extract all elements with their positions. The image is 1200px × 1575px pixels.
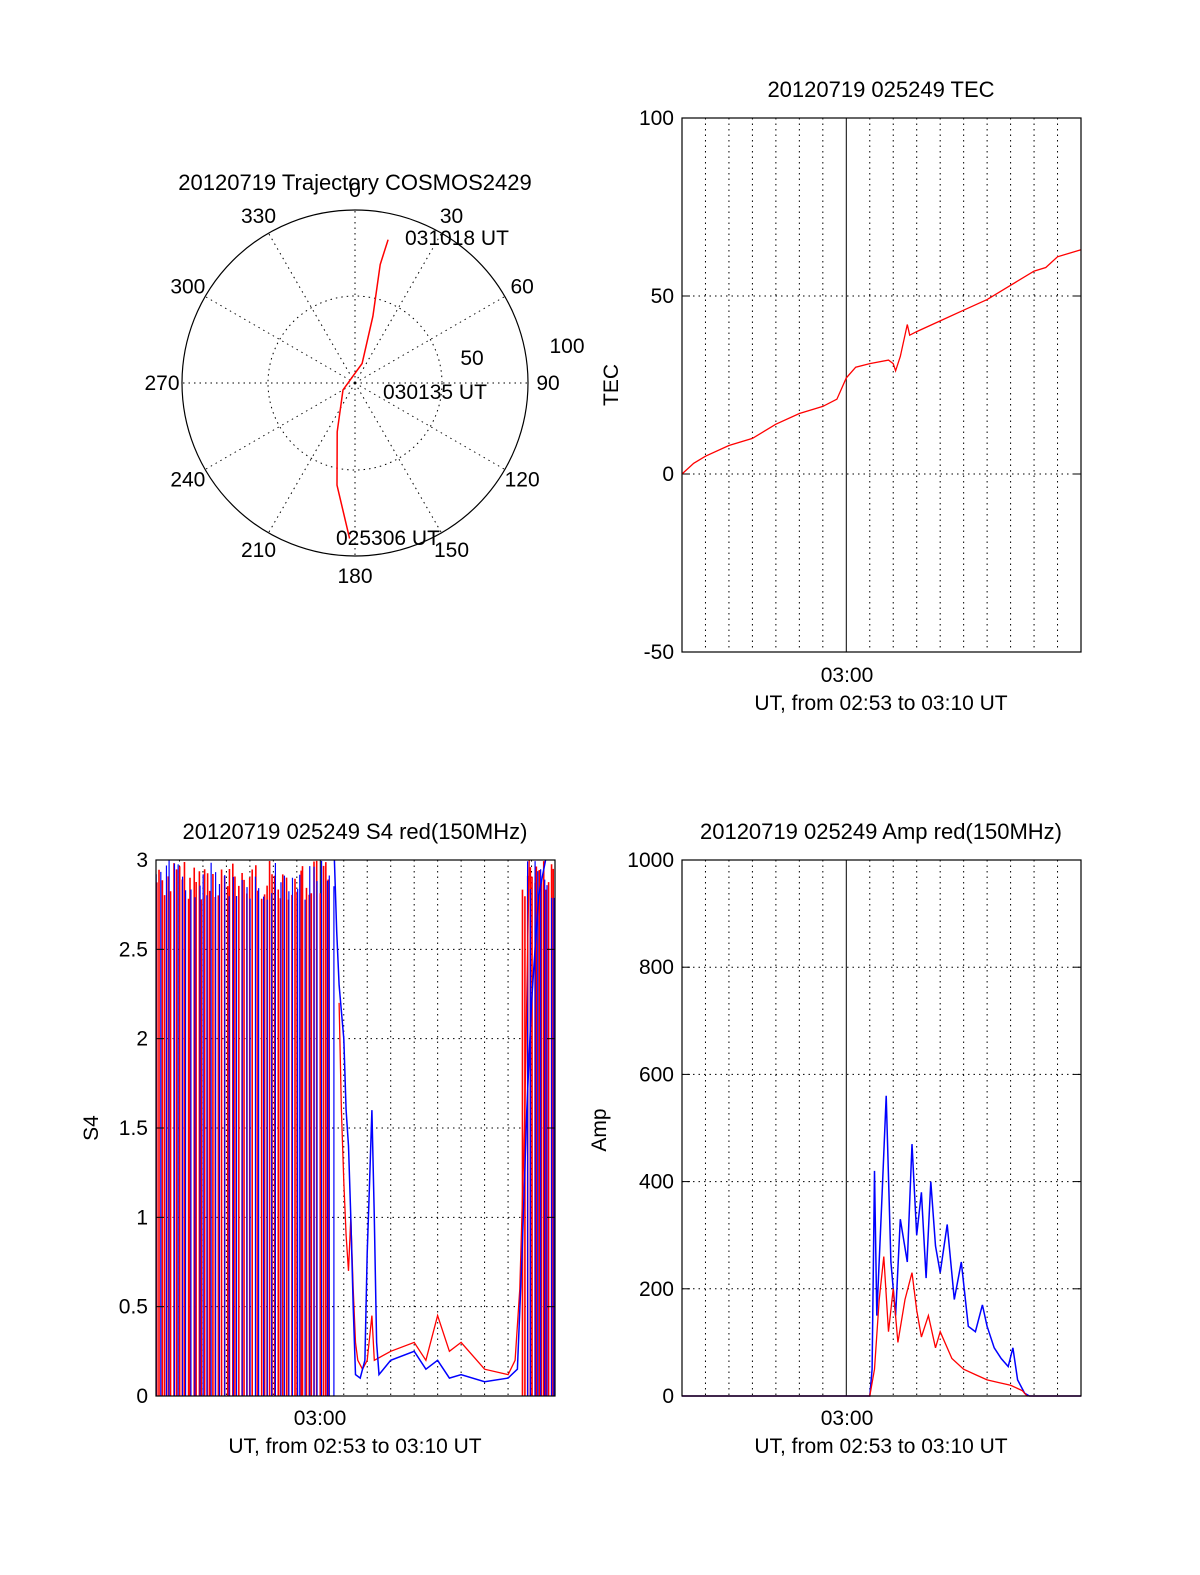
- amp-series-red: [682, 1256, 1081, 1397]
- s4-y-axis-label: S4: [80, 1115, 103, 1141]
- polar-annotation-start: 025306 UT: [336, 527, 440, 550]
- s4-series-red: [338, 859, 530, 1376]
- polar-inner-circle: [267, 295, 443, 471]
- amp-y-ticks: 0 200 400 600 800 1000: [627, 849, 1081, 1408]
- tec-y-tick-label: 50: [651, 285, 674, 308]
- tec-x-axis-label: UT, from 02:53 to 03:10 UT: [754, 692, 1007, 715]
- polar-spoke: [268, 232, 356, 384]
- polar-title: 20120719 Trajectory COSMOS2429: [178, 170, 531, 195]
- s4-title: 20120719 025249 S4 red(150MHz): [183, 819, 528, 844]
- polar-angle-label: 180: [337, 565, 372, 588]
- s4-frame: [155, 859, 556, 1397]
- s4-x-tick-label: 03:00: [294, 1407, 347, 1430]
- tec-panel: 20120719 025249 TEC -50 0 50 100 03:00 UT, …: [600, 77, 1082, 715]
- amp-y-tick-label: 400: [639, 1171, 674, 1194]
- s4-panel: 20120719 025249 S4 red(150MHz) 0 0.5 1 1.5 2…: [80, 819, 556, 1458]
- tec-frame: [681, 117, 1082, 653]
- s4-y-tick-label: 1.5: [119, 1117, 148, 1140]
- tec-title: 20120719 025249 TEC: [767, 77, 994, 102]
- tec-grid: [682, 118, 1081, 652]
- amp-grid: [682, 860, 1081, 1396]
- amp-panel: 20120719 025249 Amp red(150MHz) 0 200 400 6…: [588, 819, 1082, 1458]
- polar-spoke: [354, 296, 506, 384]
- s4-series-blue: [333, 859, 547, 1383]
- polar-trajectory-line: [336, 239, 389, 539]
- polar-annotation-center: 030135 UT: [383, 381, 487, 404]
- amp-x-tick-label: 03:00: [821, 1407, 874, 1430]
- polar-angle-label: 210: [241, 539, 276, 562]
- amp-y-tick-label: 1000: [627, 849, 674, 872]
- tec-y-ticks: -50 0 50 100: [639, 107, 1081, 664]
- s4-y-tick-label: 2.5: [119, 938, 148, 961]
- polar-spokes: [182, 210, 528, 556]
- amp-y-tick-label: 800: [639, 956, 674, 979]
- s4-grid: [156, 860, 555, 1396]
- polar-radius-label-100: 100: [549, 335, 584, 358]
- polar-spoke: [204, 382, 356, 470]
- amp-series-blue: [682, 1095, 1081, 1397]
- polar-outer-circle: [181, 209, 529, 557]
- polar-angle-label: 90: [536, 372, 559, 395]
- tec-y-tick-label: -50: [644, 641, 674, 664]
- s4-y-tick-label: 3: [136, 849, 148, 872]
- polar-panel: 20120719 Trajectory COSMOS2429 0 30 60 90 12…: [144, 170, 584, 588]
- amp-x-axis-label: UT, from 02:53 to 03:10 UT: [754, 1435, 1007, 1458]
- amp-y-tick-label: 600: [639, 1063, 674, 1086]
- s4-y-tick-label: 1: [136, 1206, 148, 1229]
- polar-annotation-end: 031018 UT: [405, 227, 509, 250]
- amp-frame: [681, 859, 1082, 1397]
- amp-y-axis-label: Amp: [588, 1108, 611, 1151]
- polar-angle-label: 0: [349, 179, 361, 202]
- s4-y-tick-label: 0.5: [119, 1296, 148, 1319]
- tec-x-tick-label: 03:00: [821, 664, 874, 687]
- s4-y-tick-label: 2: [136, 1028, 148, 1051]
- polar-angle-label: 270: [144, 372, 179, 395]
- s4-x-axis-label: UT, from 02:53 to 03:10 UT: [228, 1435, 481, 1458]
- tec-y-tick-label: 0: [662, 463, 674, 486]
- polar-spoke: [204, 296, 356, 384]
- s4-dense-spikes: [155, 860, 555, 1396]
- polar-angle-labels: 0 30 60 90 120 150 180 210 240 270 300 330: [144, 179, 559, 588]
- polar-radius-label-50: 50: [460, 347, 483, 370]
- tec-series-red: [681, 249, 1082, 475]
- s4-y-tick-label: 0: [136, 1385, 148, 1408]
- polar-spoke: [354, 382, 442, 534]
- polar-spoke: [354, 382, 506, 470]
- polar-angle-label: 330: [241, 205, 276, 228]
- polar-angle-label: 30: [440, 205, 463, 228]
- polar-angle-label: 300: [170, 276, 205, 299]
- polar-angle-label: 120: [505, 469, 540, 492]
- amp-y-tick-label: 0: [662, 1385, 674, 1408]
- amp-title: 20120719 025249 Amp red(150MHz): [700, 819, 1062, 844]
- tec-y-axis-label: TEC: [600, 364, 623, 406]
- polar-angle-label: 150: [434, 539, 469, 562]
- polar-angle-label: 60: [510, 276, 533, 299]
- amp-y-tick-label: 200: [639, 1278, 674, 1301]
- polar-angle-label: 240: [170, 469, 205, 492]
- polar-spoke: [354, 232, 442, 384]
- tec-y-tick-label: 100: [639, 107, 674, 130]
